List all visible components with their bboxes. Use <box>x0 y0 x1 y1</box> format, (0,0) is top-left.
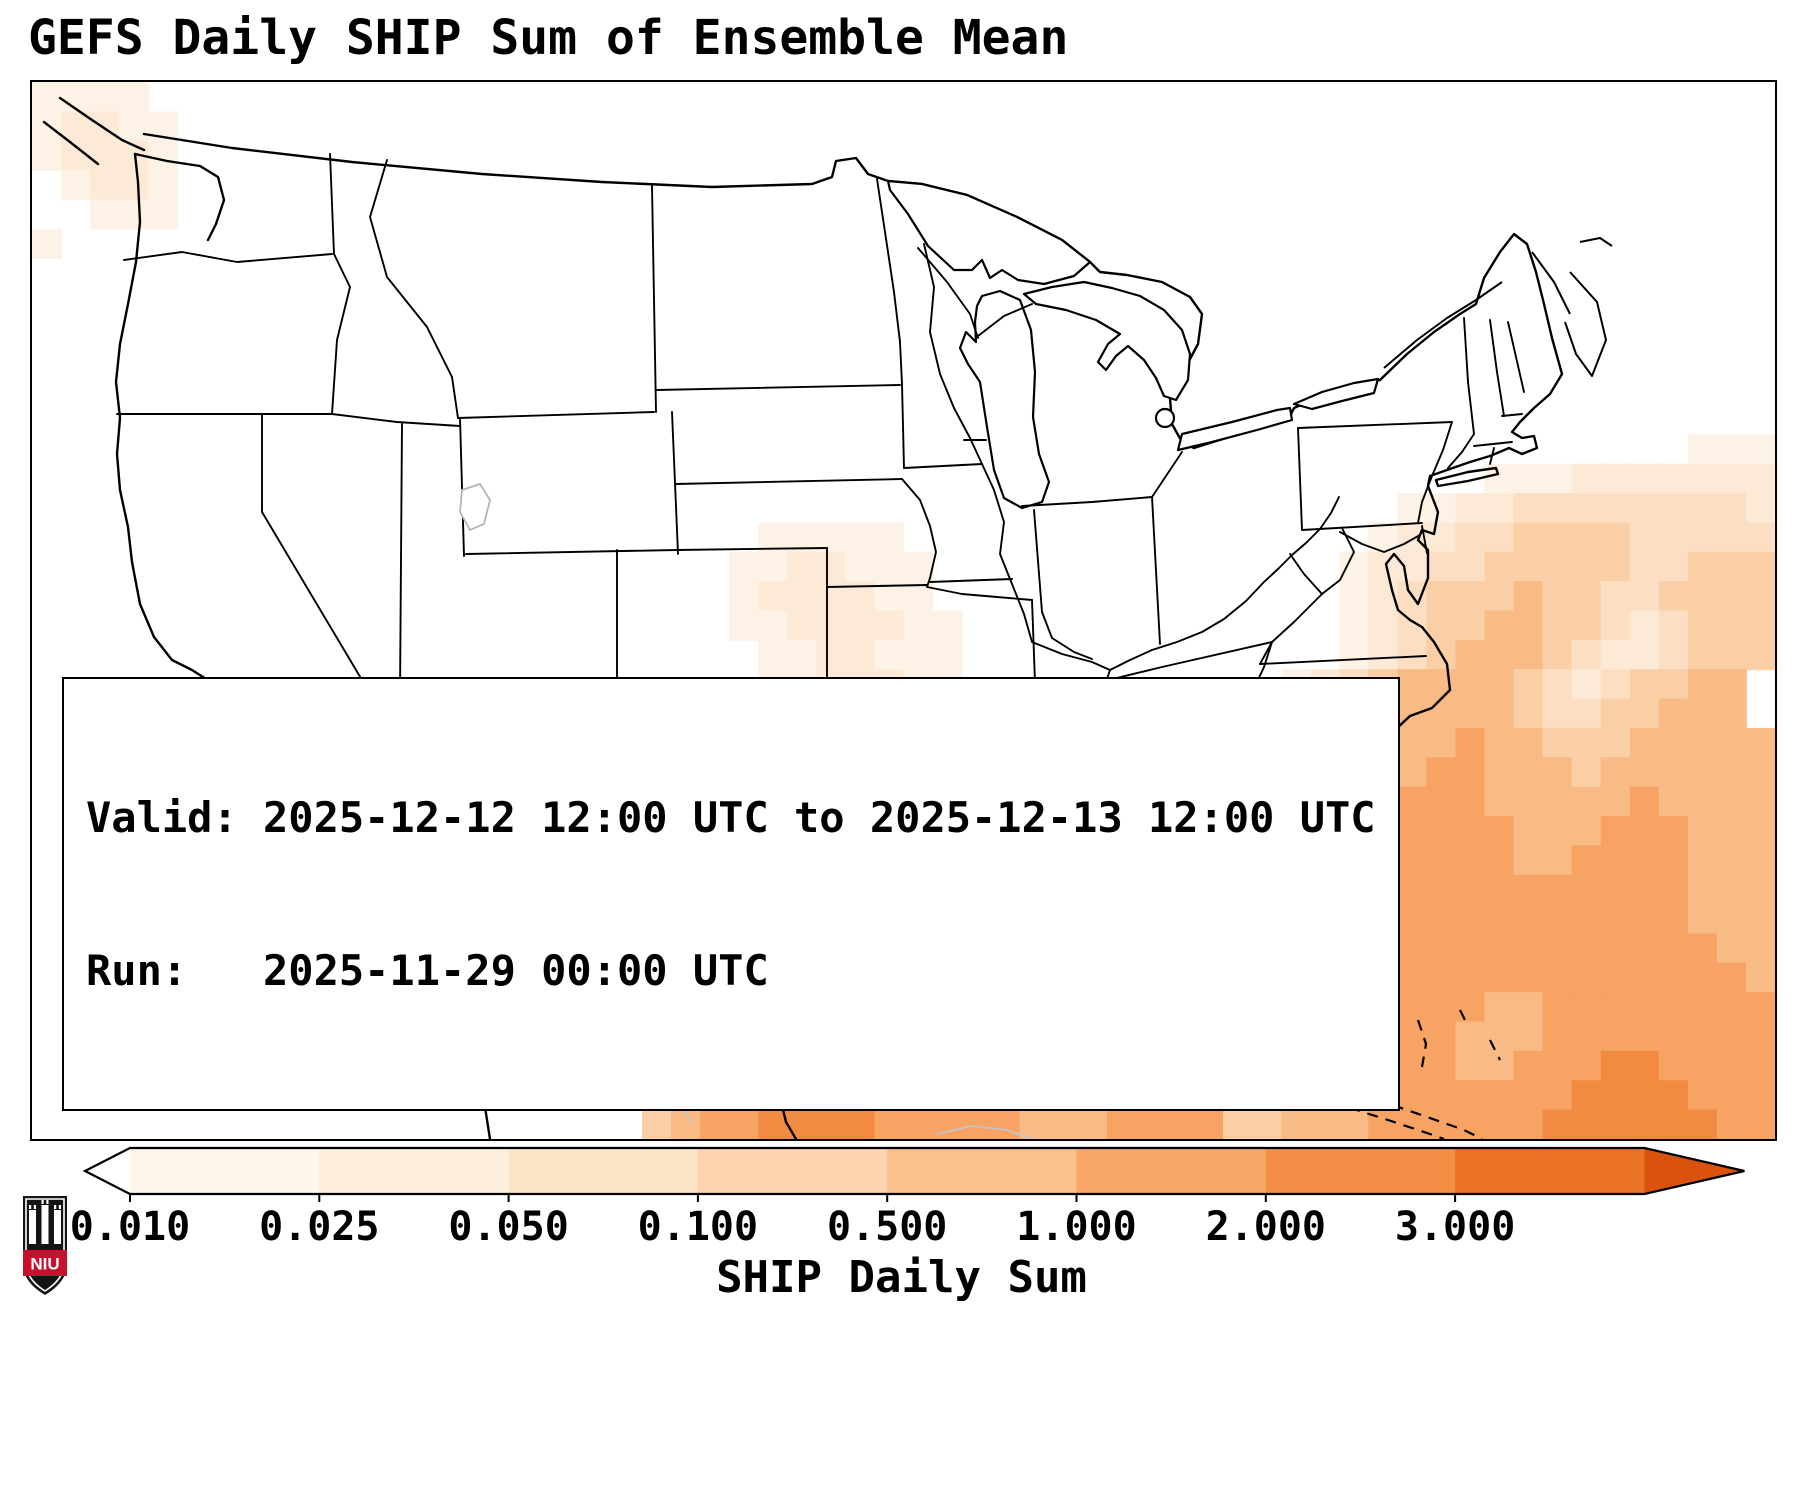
colorbar <box>82 1146 1745 1202</box>
colorbar-tick-label: 1.000 <box>1016 1204 1137 1250</box>
chart-title: GEFS Daily SHIP Sum of Ensemble Mean <box>28 10 1069 66</box>
colorbar-over-arrow <box>1644 1148 1745 1194</box>
colorbar-axis-label: SHIP Daily Sum <box>716 1252 1087 1303</box>
run-text: Run: 2025-11-29 00:00 UTC <box>86 946 769 996</box>
valid-run-box: Valid: 2025-12-12 12:00 UTC to 2025-12-1… <box>62 677 1400 1111</box>
map-canvas: Valid: 2025-12-12 12:00 UTC to 2025-12-1… <box>30 80 1777 1141</box>
colorbar-tick-label: 0.050 <box>448 1204 569 1250</box>
valid-text: Valid: 2025-12-12 12:00 UTC to 2025-12-1… <box>86 792 1376 842</box>
colorbar-tick-label: 0.010 <box>69 1204 191 1250</box>
colorbar-tick-label: 0.025 <box>259 1204 380 1250</box>
canada-coastlines <box>1383 237 1613 377</box>
colorbar-tick-label: 0.500 <box>826 1204 948 1250</box>
great-lakes <box>886 179 1380 510</box>
great-salt-lake <box>459 482 491 532</box>
logo-red-band <box>23 1250 67 1276</box>
niu-logo: NIU <box>23 1196 67 1295</box>
colorbar-tick-label: 2.000 <box>1205 1204 1327 1250</box>
logo-text: NIU <box>30 1255 59 1274</box>
colorbar-tick-label: 3.000 <box>1394 1204 1516 1250</box>
colorbar-tick-labels: 0.010 0.025 0.050 0.100 0.500 1.000 2.000 3.000 <box>30 1204 1773 1252</box>
castle-icon <box>29 1200 61 1244</box>
colorbar-under-arrow <box>85 1148 130 1194</box>
colorbar-tick-label: 0.100 <box>637 1204 759 1250</box>
